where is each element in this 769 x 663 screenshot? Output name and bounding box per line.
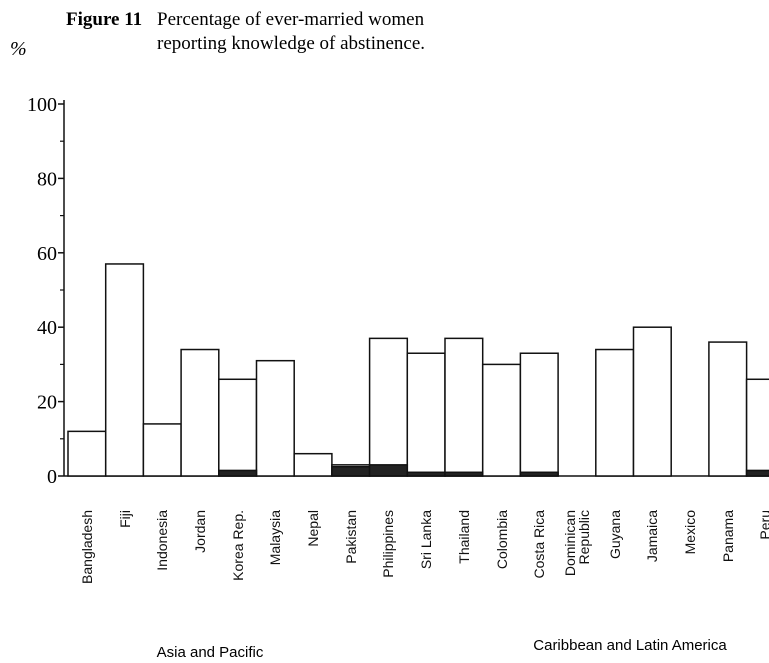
- x-tick-label: Dominican Republic: [561, 510, 592, 577]
- bar: [406, 471, 446, 477]
- y-axis-label: %: [10, 38, 27, 60]
- x-tick-label: Korea Rep.: [229, 510, 246, 581]
- bar: [67, 430, 107, 477]
- bar: [255, 359, 295, 477]
- bar: [180, 348, 220, 477]
- y-tick-label: 40: [37, 317, 57, 339]
- x-tick-label: Philippines: [380, 510, 397, 578]
- x-tick-label: Fiji: [116, 510, 133, 528]
- bar: [368, 337, 409, 477]
- title-line: reporting knowledge of abstinence.: [157, 33, 425, 54]
- x-tick-label: Colombia: [493, 510, 510, 570]
- bar: [745, 469, 769, 477]
- bar: [406, 352, 446, 477]
- bar: [444, 471, 484, 477]
- x-tick-label: Thailand: [455, 510, 472, 564]
- title-line: Percentage of ever-married women: [157, 9, 425, 30]
- y-tick-label: 60: [37, 243, 57, 265]
- bar: [368, 464, 409, 477]
- x-tick-label: Pakistan: [342, 510, 359, 564]
- group-label: Asia and Pacific: [157, 644, 264, 661]
- bar: [519, 352, 559, 477]
- bar: [745, 378, 769, 477]
- x-tick-label: Costa Rica: [531, 510, 548, 579]
- x-tick-label: Panama: [719, 510, 736, 563]
- y-tick-label: 100: [27, 94, 57, 116]
- bar: [519, 471, 559, 477]
- x-tick-label: Malaysia: [267, 510, 284, 566]
- x-tick-label: Mexico: [682, 510, 699, 555]
- y-tick-label: 80: [37, 168, 57, 190]
- bar: [632, 326, 672, 477]
- group-label: Caribbean and Latin America: [533, 637, 727, 654]
- x-tick-label: Jamaica: [644, 510, 661, 563]
- x-tick-label: Guyana: [606, 510, 623, 560]
- bar: [104, 263, 145, 477]
- bar: [218, 378, 258, 477]
- x-tick-label: Sri Lanka: [418, 510, 435, 570]
- bar: [481, 363, 522, 477]
- x-tick-label: Peru: [757, 510, 769, 540]
- bar: [293, 452, 333, 477]
- bar: [331, 465, 371, 477]
- bar: [444, 337, 484, 477]
- x-tick-label: Bangladesh: [78, 510, 95, 584]
- x-tick-label: Indonesia: [154, 510, 171, 571]
- x-tick-label: Jordan: [191, 510, 208, 553]
- figure-label: Figure 11: [66, 9, 142, 30]
- bar: [218, 469, 258, 477]
- bar: [708, 341, 748, 477]
- x-tick-label: Nepal: [305, 510, 322, 547]
- y-tick-label: 20: [37, 392, 57, 414]
- y-tick-label: 0: [47, 466, 57, 488]
- bar: [142, 423, 182, 477]
- bar: [595, 348, 635, 477]
